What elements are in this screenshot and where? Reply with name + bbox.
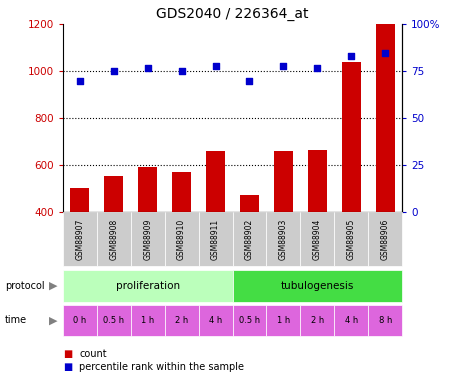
Point: [381, 50, 389, 55]
Bar: [376, 24, 395, 212]
Point: [347, 53, 355, 59]
Bar: [266, 305, 300, 336]
Point: [178, 68, 185, 74]
Text: GSM88902: GSM88902: [245, 218, 254, 260]
Text: 1 h: 1 h: [141, 316, 154, 325]
Text: GSM88906: GSM88906: [381, 218, 390, 260]
Text: tubulogenesis: tubulogenesis: [281, 281, 354, 291]
Text: proliferation: proliferation: [116, 281, 179, 291]
Bar: [232, 212, 266, 266]
Point: [212, 63, 219, 69]
Point: [246, 78, 253, 84]
Text: 4 h: 4 h: [345, 316, 358, 325]
Bar: [334, 305, 368, 336]
Bar: [334, 212, 368, 266]
Bar: [97, 212, 131, 266]
Text: 2 h: 2 h: [175, 316, 188, 325]
Text: ▶: ▶: [49, 315, 58, 325]
Point: [144, 64, 151, 70]
Bar: [199, 305, 232, 336]
Text: GSM88907: GSM88907: [75, 218, 84, 260]
Text: GSM88910: GSM88910: [177, 218, 186, 260]
Bar: [342, 62, 361, 212]
Text: 0 h: 0 h: [73, 316, 86, 325]
Text: ■: ■: [63, 362, 72, 372]
Text: 8 h: 8 h: [379, 316, 392, 325]
Text: time: time: [5, 315, 27, 325]
Point: [313, 64, 321, 70]
Bar: [206, 152, 225, 212]
Text: ■: ■: [63, 350, 72, 359]
Title: GDS2040 / 226364_at: GDS2040 / 226364_at: [156, 7, 309, 21]
Bar: [232, 305, 266, 336]
Bar: [308, 150, 327, 212]
Bar: [63, 305, 97, 336]
Bar: [300, 212, 334, 266]
Text: GSM88909: GSM88909: [143, 218, 152, 260]
Bar: [97, 305, 131, 336]
Text: GSM88903: GSM88903: [279, 218, 288, 260]
Bar: [300, 305, 334, 336]
Text: percentile rank within the sample: percentile rank within the sample: [79, 362, 244, 372]
Bar: [368, 212, 402, 266]
Bar: [165, 305, 199, 336]
Bar: [232, 270, 402, 302]
Bar: [131, 212, 165, 266]
Text: GSM88904: GSM88904: [313, 218, 322, 260]
Bar: [131, 305, 165, 336]
Point: [279, 63, 287, 69]
Bar: [266, 212, 300, 266]
Bar: [63, 212, 97, 266]
Bar: [70, 188, 89, 212]
Text: GSM88911: GSM88911: [211, 219, 220, 260]
Bar: [240, 195, 259, 212]
Bar: [368, 305, 402, 336]
Point: [110, 68, 117, 74]
Bar: [138, 167, 157, 212]
Text: GSM88905: GSM88905: [347, 218, 356, 260]
Point: [76, 78, 83, 84]
Text: count: count: [79, 350, 106, 359]
Bar: [274, 152, 293, 212]
Text: GSM88908: GSM88908: [109, 218, 118, 260]
Text: ▶: ▶: [49, 281, 58, 291]
Text: 2 h: 2 h: [311, 316, 324, 325]
Bar: [63, 270, 232, 302]
Text: protocol: protocol: [5, 281, 44, 291]
Bar: [199, 212, 232, 266]
Text: 1 h: 1 h: [277, 316, 290, 325]
Bar: [104, 176, 123, 212]
Text: 4 h: 4 h: [209, 316, 222, 325]
Bar: [165, 212, 199, 266]
Text: 0.5 h: 0.5 h: [239, 316, 260, 325]
Bar: [172, 172, 191, 212]
Text: 0.5 h: 0.5 h: [103, 316, 124, 325]
